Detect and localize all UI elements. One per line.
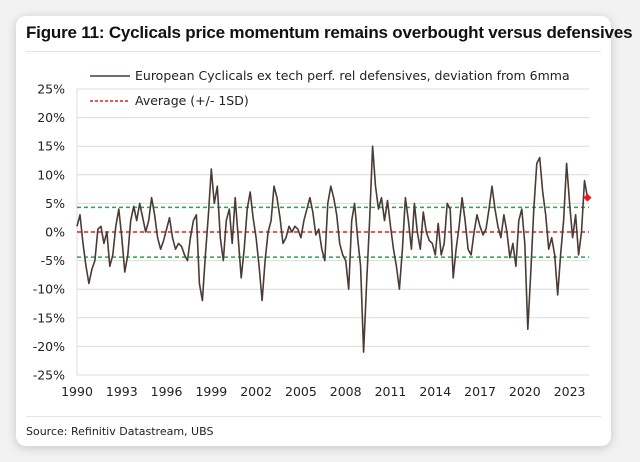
x-tick-label: 2017 [464,384,496,399]
x-tick-label: 1990 [61,384,93,399]
x-tick-label: 2008 [330,384,362,399]
x-tick-label: 1993 [106,384,138,399]
y-tick-label: 0% [45,225,65,240]
x-axis-ticks: 1990 1993 1996 1999 2002 2005 2008 2011 2014 2017… [61,384,585,399]
y-tick-label: 10% [37,167,65,182]
y-tick-label: -25% [33,368,65,383]
figure-title: Figure 11: Cyclicals price momentum rema… [26,23,633,42]
y-tick-label: -20% [33,339,65,354]
x-tick-label: 2005 [285,384,317,399]
last-point-marker [583,193,592,202]
y-tick-label: -10% [33,282,65,297]
series-line [76,145,589,353]
y-tick-label: 25% [37,82,65,97]
x-tick-label: 1996 [151,384,183,399]
x-tick-label: 2023 [554,384,586,399]
y-tick-label: -5% [41,253,65,268]
x-tick-label: 2002 [240,384,272,399]
x-tick-label: 2020 [509,384,541,399]
series-group [76,145,592,353]
title-divider [26,51,601,52]
y-tick-label: 15% [37,139,65,154]
y-tick-label: 5% [45,196,65,211]
legend-label-average: Average (+/- 1SD) [135,93,249,108]
x-tick-label: 2011 [375,384,407,399]
y-axis-ticks: 25% 20% 15% 10% 5% 0% -5% -10% -15% -20% -25% [33,82,65,383]
source-note: Source: Refinitiv Datastream, UBS [26,425,214,438]
x-tick-label: 1999 [195,384,227,399]
source-divider [26,416,601,417]
y-tick-label: -15% [33,310,65,325]
legend: European Cyclicals ex tech perf. rel def… [90,68,570,108]
reference-lines [77,206,589,258]
legend-label-series: European Cyclicals ex tech perf. rel def… [135,68,570,83]
x-tick-label: 2014 [419,384,451,399]
y-tick-label: 20% [37,110,65,125]
